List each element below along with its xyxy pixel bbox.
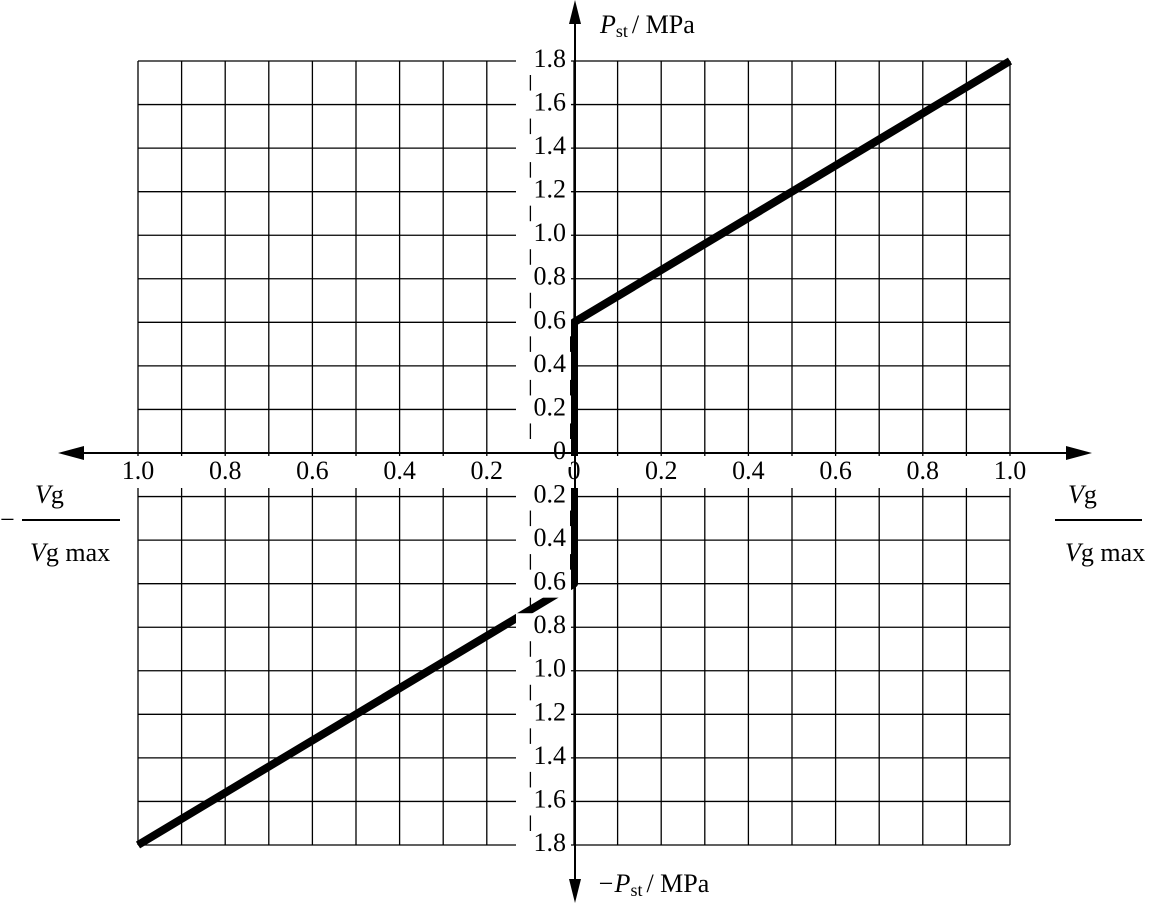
y-tick-label: 1.8	[534, 828, 567, 857]
arrow	[569, 0, 581, 24]
y-tick-label: 0.4	[534, 349, 567, 378]
label-bg	[516, 90, 571, 119]
label-bg	[516, 177, 571, 206]
numerator: Vg	[1068, 480, 1097, 509]
y-tick-label: 0.2	[534, 392, 567, 421]
x-tick-label: 0.8	[907, 456, 940, 485]
x-tick-label: 0.8	[209, 456, 242, 485]
y-tick-label: 1.4	[534, 741, 567, 770]
x-tick-label: 1.0	[994, 456, 1027, 485]
x-tick-label: 0.4	[732, 456, 765, 485]
label-bg	[516, 221, 571, 250]
y-tick-label: 1.0	[534, 218, 567, 247]
x-tick-label: 0.6	[296, 456, 329, 485]
y-tick-label: 1.4	[534, 131, 567, 160]
arrow	[569, 879, 581, 903]
x-neg-axis-title: − Vg Vg max	[0, 480, 120, 567]
label-bg	[516, 613, 571, 642]
denominator: Vg max	[30, 538, 110, 567]
x-tick-label: 0.2	[645, 456, 678, 485]
x-tick-label: 1.0	[122, 456, 155, 485]
label-bg	[516, 700, 571, 729]
y-tick-label: 1.2	[534, 175, 567, 204]
label-bg	[516, 831, 571, 859]
y-tick-label: 0.8	[534, 610, 567, 639]
y-tick-label: 1.8	[534, 44, 567, 73]
x-tick-label: 0.2	[471, 456, 504, 485]
label-bg	[516, 351, 571, 380]
y-tick-label: 0.6	[534, 567, 567, 596]
label-bg	[516, 134, 571, 163]
y-tick-label: 0	[553, 436, 566, 465]
y-tick-label: 0.2	[534, 480, 567, 509]
y-tick-label: 0.6	[534, 305, 567, 334]
label-bg	[516, 395, 571, 424]
y-neg-axis-title: −Pst / MPa	[597, 869, 710, 900]
label-bg	[516, 787, 571, 816]
x-tick-label: 0.4	[383, 456, 416, 485]
label-bg	[516, 308, 571, 337]
x-tick-label: 0.6	[819, 456, 852, 485]
y-tick-label: 0.8	[534, 262, 567, 291]
y-tick-label: 0.4	[534, 523, 567, 552]
label-bg	[516, 526, 571, 555]
numerator: Vg	[35, 480, 64, 509]
label-bg	[516, 743, 571, 772]
y-tick-label: 1.6	[534, 784, 567, 813]
label-bg	[516, 47, 571, 75]
label-bg	[516, 569, 571, 598]
y-tick-label: 1.2	[534, 697, 567, 726]
y-axis-title: Pst / MPa	[599, 10, 695, 41]
labels: 1.0 0.8 0.6 0.4 0.2 0 0.2 0.4 0.6 0.8 1.0 1.8 1.6 1.4…	[122, 44, 1027, 859]
denominator: Vg max	[1065, 538, 1145, 567]
axes	[58, 0, 1092, 903]
label-bg	[516, 656, 571, 685]
arrow	[1066, 446, 1092, 460]
y-tick-label: 1.0	[534, 654, 567, 683]
x-axis-title: Vg Vg max	[1055, 480, 1145, 567]
arrow	[58, 446, 84, 460]
label-bg	[516, 482, 571, 511]
sign: −	[0, 505, 15, 534]
y-tick-label: 1.6	[534, 88, 567, 117]
label-bg	[516, 264, 571, 293]
